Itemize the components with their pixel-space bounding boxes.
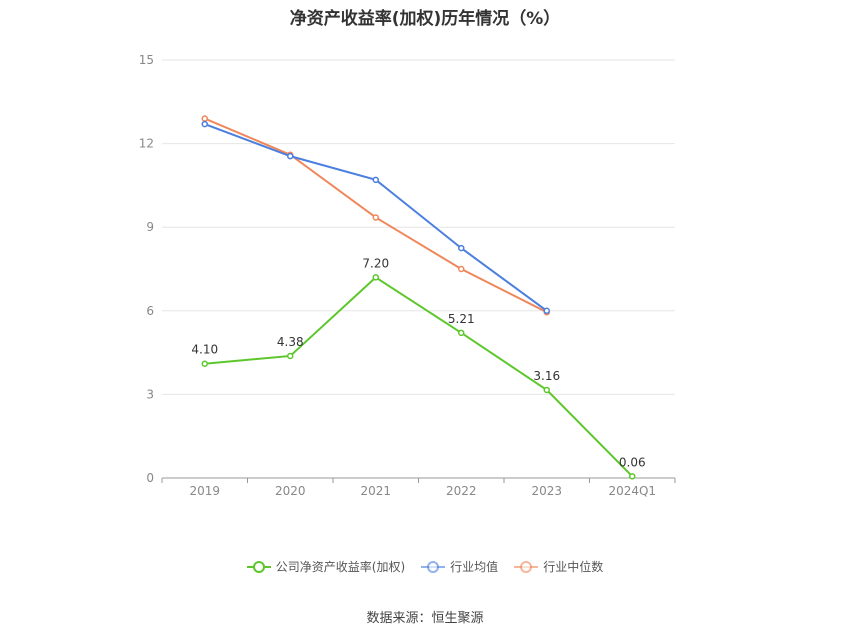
data-point [201,120,208,128]
y-tick-label: 9 [146,220,154,234]
data-label: 5.21 [448,312,475,326]
x-tick-label: 2021 [360,484,391,498]
data-point [458,244,465,252]
data-label: 4.38 [277,335,304,349]
series-lines [201,115,636,480]
x-tick-label: 2023 [531,484,562,498]
legend-marker-icon [421,560,446,573]
source-note: 数据来源：恒生聚源 [366,611,484,626]
x-tick-label: 2024Q1 [608,484,656,498]
data-point [287,352,294,360]
data-point [201,360,208,367]
data-label: 7.20 [362,256,389,270]
x-tick-label: 2022 [446,484,477,498]
y-tick-label: 3 [146,387,154,401]
data-point [458,329,465,337]
data-labels: 4.10 4.38 7.20 5.21 3.16 0.06 [191,256,645,469]
y-tick-label: 12 [139,137,154,151]
chart-title: 净资产收益率(加权)历年情况（%） [289,9,561,29]
legend-label: 公司净资产收益率(加权) [275,560,406,574]
axes: 0 3 6 9 12 15 2019 2020 2021 2022 2023 2024Q1 [139,53,676,498]
data-label: 0.06 [619,455,646,469]
legend-marker-icon [514,560,539,573]
y-tick-label: 15 [139,53,154,67]
data-point [287,152,294,160]
x-tick-label: 2020 [275,484,306,498]
y-tick-label: 6 [146,304,154,318]
legend-item[interactable]: 公司净资产收益率(加权) [246,558,406,575]
gridlines [162,59,675,395]
data-point [543,386,550,394]
legend-label: 行业中位数 [543,560,604,574]
data-label: 4.10 [191,343,218,357]
data-point [458,265,465,273]
legend-item[interactable]: 行业中位数 [514,558,603,575]
data-point [372,274,379,281]
legend-item[interactable]: 行业均值 [421,558,498,575]
x-tick-label: 2019 [189,484,220,498]
data-point [201,115,208,122]
data-point [629,473,636,480]
legend-marker-icon [246,560,271,573]
y-tick-label: 0 [146,471,154,485]
data-point [372,214,379,221]
data-point [372,176,379,184]
data-label: 3.16 [533,369,560,383]
data-point [543,307,550,315]
legend: 公司净资产收益率(加权) 行业均值 行业中位数 [0,558,850,575]
legend-label: 行业均值 [450,560,499,574]
series-line [204,276,633,478]
